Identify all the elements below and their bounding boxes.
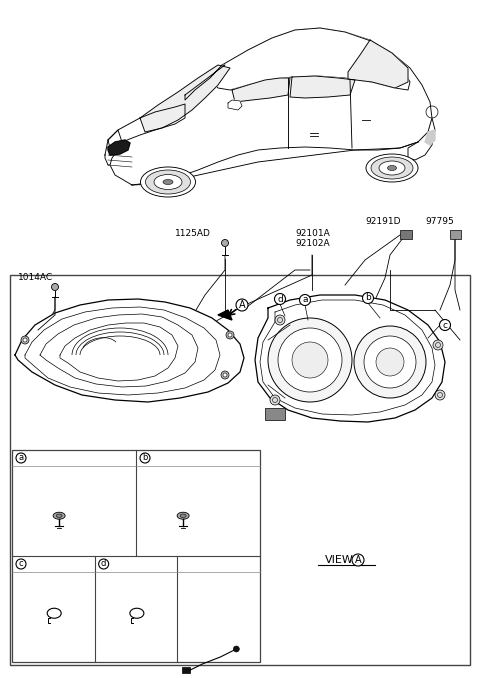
- Polygon shape: [290, 76, 355, 98]
- Text: A: A: [239, 300, 245, 310]
- Ellipse shape: [371, 157, 413, 179]
- Text: c: c: [443, 321, 447, 330]
- Text: 18644D: 18644D: [34, 559, 70, 568]
- Text: 18647J: 18647J: [158, 454, 189, 462]
- Text: A: A: [355, 555, 361, 565]
- Circle shape: [362, 292, 373, 304]
- Circle shape: [221, 239, 228, 247]
- Text: 92191D: 92191D: [365, 218, 400, 226]
- Circle shape: [364, 336, 416, 388]
- Bar: [182, 667, 191, 673]
- Circle shape: [51, 283, 59, 290]
- Bar: [10, 275, 470, 665]
- Text: b: b: [365, 294, 371, 302]
- Bar: [12, 450, 260, 662]
- Polygon shape: [15, 299, 244, 402]
- Circle shape: [292, 342, 328, 378]
- Circle shape: [376, 348, 404, 376]
- Circle shape: [221, 371, 229, 379]
- Text: 18647: 18647: [34, 454, 62, 462]
- Ellipse shape: [56, 514, 62, 517]
- Circle shape: [275, 294, 286, 304]
- Ellipse shape: [387, 165, 396, 170]
- Polygon shape: [232, 78, 290, 102]
- Polygon shape: [105, 130, 122, 165]
- Circle shape: [23, 338, 27, 342]
- Circle shape: [278, 328, 342, 392]
- Polygon shape: [425, 130, 435, 145]
- Polygon shape: [408, 118, 435, 160]
- Polygon shape: [108, 140, 130, 155]
- Ellipse shape: [163, 180, 173, 184]
- Polygon shape: [255, 295, 445, 422]
- Circle shape: [300, 294, 311, 306]
- Circle shape: [140, 453, 150, 463]
- Ellipse shape: [145, 170, 191, 194]
- Circle shape: [233, 646, 240, 652]
- Text: c: c: [19, 559, 24, 568]
- Polygon shape: [218, 310, 232, 320]
- Circle shape: [228, 333, 232, 337]
- Polygon shape: [140, 65, 230, 132]
- Ellipse shape: [379, 161, 405, 175]
- Polygon shape: [105, 28, 432, 185]
- Circle shape: [226, 331, 234, 339]
- Bar: [400, 230, 412, 239]
- Circle shape: [352, 554, 364, 566]
- Circle shape: [236, 299, 248, 311]
- Circle shape: [270, 395, 280, 405]
- Text: 92101A: 92101A: [295, 228, 330, 237]
- Circle shape: [440, 319, 451, 330]
- Bar: [450, 230, 461, 239]
- Text: 92102A: 92102A: [295, 239, 330, 249]
- Circle shape: [433, 340, 443, 350]
- Ellipse shape: [154, 174, 182, 189]
- Text: 1125AD: 1125AD: [175, 228, 211, 237]
- Text: 92151E: 92151E: [202, 559, 236, 568]
- Text: a: a: [18, 454, 24, 462]
- Polygon shape: [108, 104, 185, 148]
- Ellipse shape: [180, 514, 186, 517]
- Circle shape: [223, 373, 227, 377]
- Text: a: a: [302, 296, 308, 304]
- Ellipse shape: [177, 512, 189, 519]
- Circle shape: [275, 315, 285, 325]
- Ellipse shape: [53, 512, 65, 519]
- Bar: [265, 408, 285, 420]
- Polygon shape: [348, 40, 408, 88]
- Polygon shape: [228, 100, 242, 110]
- Circle shape: [354, 326, 426, 398]
- Text: b: b: [142, 454, 148, 462]
- Polygon shape: [185, 65, 225, 100]
- Text: 97795: 97795: [425, 218, 454, 226]
- Text: 18643D: 18643D: [117, 559, 152, 568]
- Circle shape: [99, 559, 108, 569]
- Circle shape: [268, 318, 352, 402]
- Circle shape: [435, 390, 445, 400]
- Text: d: d: [277, 294, 283, 304]
- Polygon shape: [210, 28, 410, 90]
- Ellipse shape: [141, 167, 195, 197]
- Circle shape: [21, 336, 29, 344]
- Text: VIEW: VIEW: [325, 555, 354, 565]
- Text: 1014AC: 1014AC: [18, 273, 53, 283]
- Ellipse shape: [366, 154, 418, 182]
- Circle shape: [16, 453, 26, 463]
- Circle shape: [16, 559, 26, 569]
- Text: d: d: [101, 559, 107, 568]
